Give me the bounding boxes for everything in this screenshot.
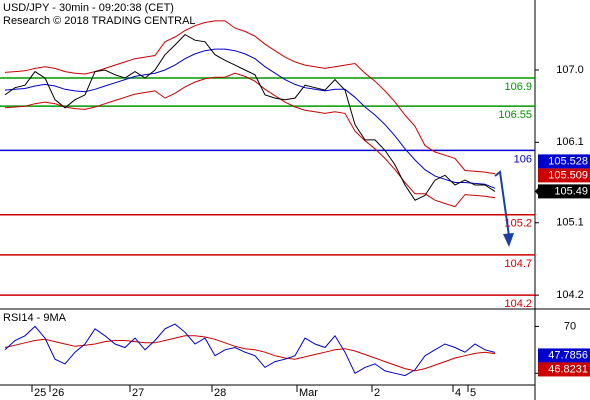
chart-subtitle: Research © 2018 TRADING CENTRAL xyxy=(3,15,196,27)
chart-title: USD/JPY - 30min - 09:20:38 (CET) xyxy=(3,2,174,14)
ma-label-box xyxy=(538,154,590,169)
ma-label: 105.528 xyxy=(548,155,588,167)
x-tick-label: Mar xyxy=(299,387,318,399)
rsi-label: 47.7856 xyxy=(548,349,588,361)
x-tick-label: 28 xyxy=(214,387,226,399)
x-tick-label: 25 xyxy=(34,387,46,399)
last-price-label: 105.49 xyxy=(554,185,588,197)
y-tick-label: 104.2 xyxy=(556,289,584,301)
x-tick-label: 2 xyxy=(374,387,380,399)
x-tick-label: 4 xyxy=(455,387,461,399)
series-line xyxy=(4,72,496,208)
level-label: 104.7 xyxy=(504,258,532,270)
x-tick-label: 27 xyxy=(132,387,144,399)
marker-label: 105.509 xyxy=(548,169,588,181)
rsi-title: RSI14 - 9MA xyxy=(3,312,67,324)
x-tick-label: 5 xyxy=(470,387,476,399)
y-tick-label: 107.0 xyxy=(556,64,584,76)
rsi-label-box xyxy=(538,348,590,363)
rsi-ma-label: 46.8231 xyxy=(548,363,588,375)
level-label: 106 xyxy=(514,153,532,165)
forecast-arrow-head xyxy=(503,233,514,247)
series-line xyxy=(4,33,496,201)
series-line xyxy=(4,323,496,377)
y-tick-label: 70 xyxy=(564,320,576,332)
level-label: 106.9 xyxy=(504,81,532,93)
x-tick-label: 26 xyxy=(52,387,64,399)
series-line xyxy=(4,20,496,175)
last-price-label-box xyxy=(538,184,590,199)
level-label: 106.55 xyxy=(498,109,532,121)
y-tick-label: 105.1 xyxy=(556,217,584,229)
rsi-ma-label-box xyxy=(538,362,590,377)
y-tick-label: 106.1 xyxy=(556,136,584,148)
marker-label-box xyxy=(538,168,590,183)
level-label: 105.2 xyxy=(504,218,532,230)
level-label: 104.2 xyxy=(504,298,532,310)
